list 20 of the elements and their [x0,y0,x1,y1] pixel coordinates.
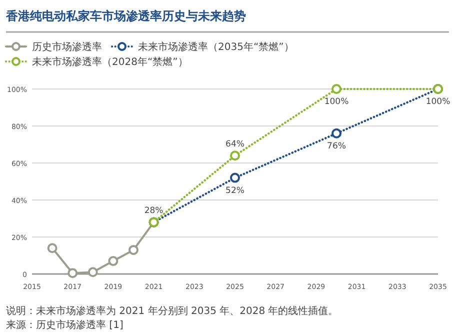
title: 香港纯电动私家车市场渗透率历史与未来趋势 [6,9,246,23]
data-label: 100% [426,97,450,107]
point [88,267,98,278]
point [230,150,240,161]
point [230,172,240,183]
point [128,244,138,255]
point [332,84,342,94]
legend-label: 未来市场渗透率（2028年“禁燃”） [32,56,188,68]
legend-label: 历史市场渗透率 [32,41,102,53]
data-label: 52% [226,186,244,196]
legend-label: 未来市场渗透率（2035年“禁燃”） [138,41,294,53]
data-label: 100% [324,97,349,107]
data-label: 76% [327,141,346,152]
point [47,243,58,254]
data-label: 64% [226,140,244,150]
point [332,128,342,138]
point [68,268,78,278]
annotations: 说明：未来市场渗透率为 2021 年分别到 2035 年、2028 年的线性插值。 来源：历史市场渗透率 [1] [6,306,338,331]
point [108,256,118,266]
data-label: 28% [144,206,164,216]
